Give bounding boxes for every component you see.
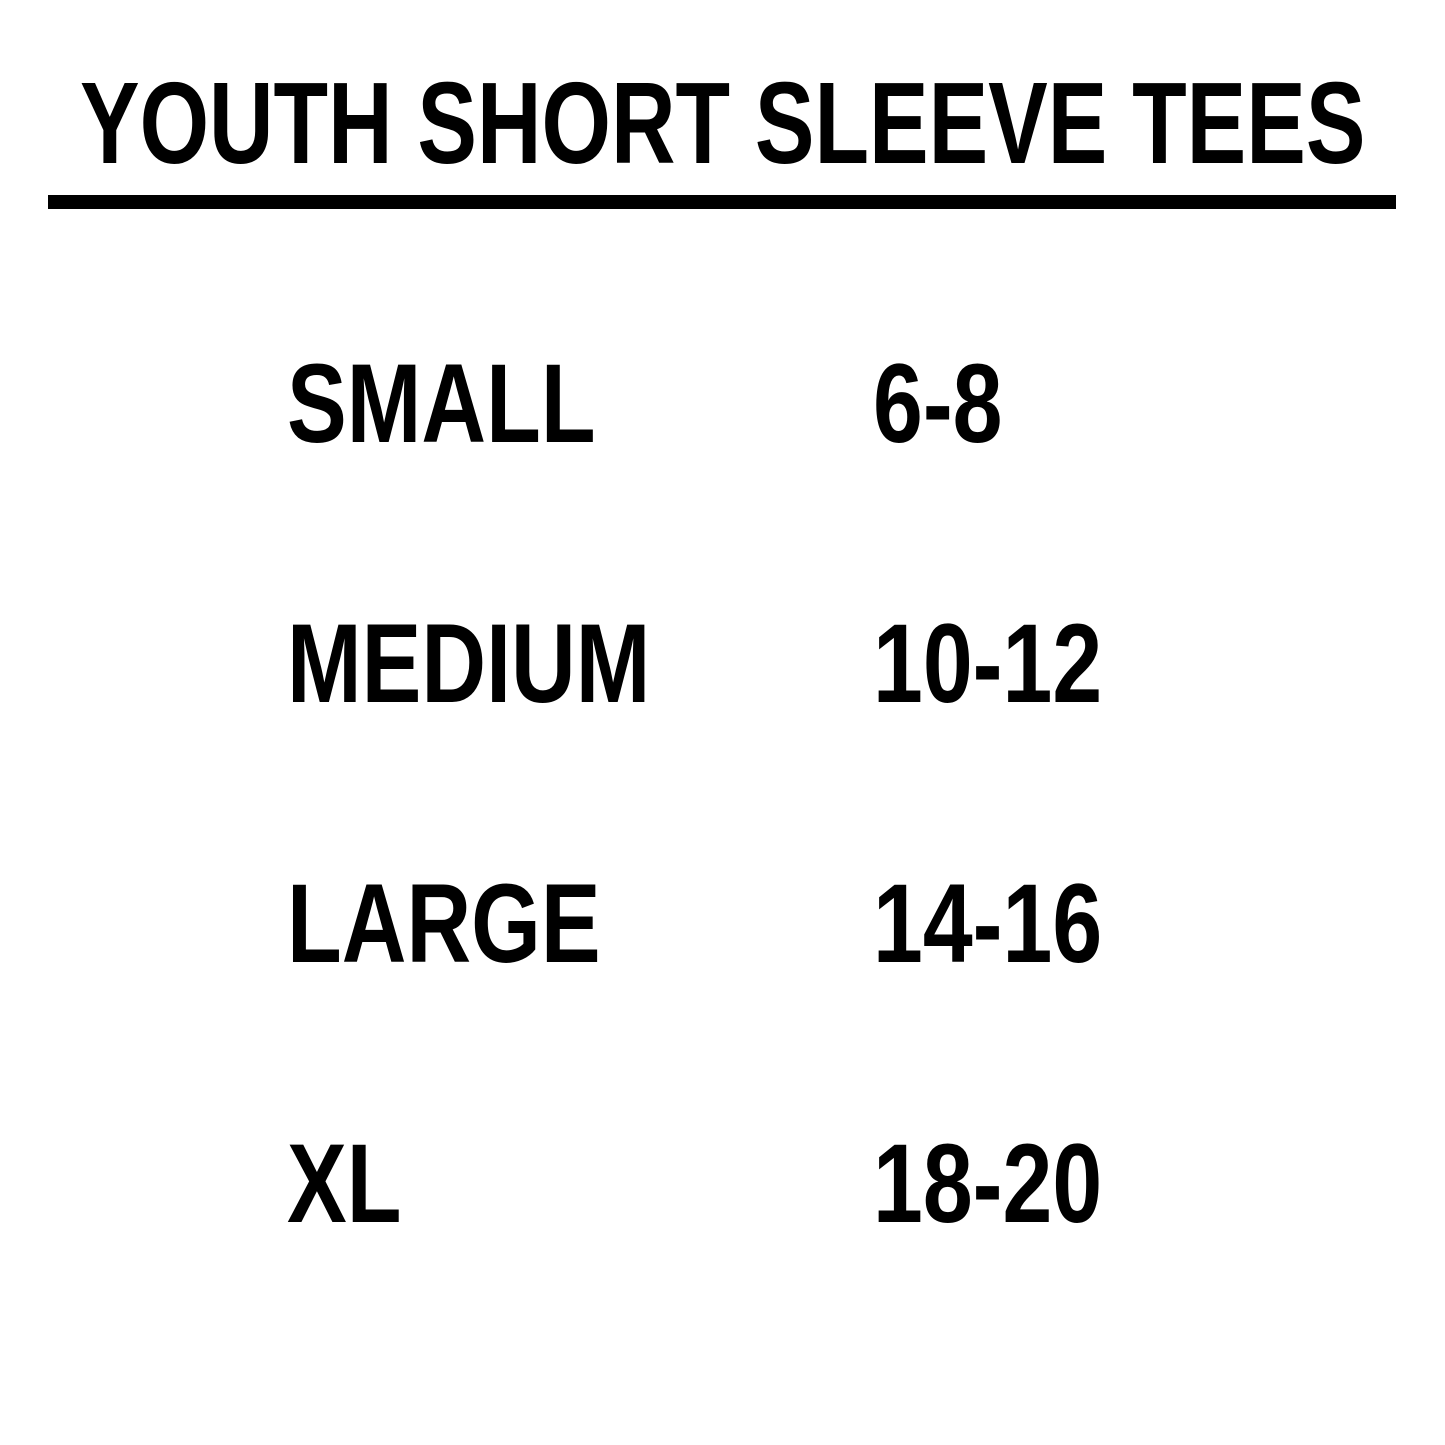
size-range: 6-8 — [873, 341, 1003, 466]
size-label: XL — [287, 1121, 402, 1246]
title-divider — [48, 195, 1396, 209]
size-label: SMALL — [287, 341, 596, 466]
size-label: LARGE — [287, 861, 601, 986]
size-range: 10-12 — [873, 601, 1103, 726]
page-title: YOUTH SHORT SLEEVE TEES — [80, 58, 1366, 188]
size-label: MEDIUM — [287, 601, 651, 726]
size-range: 14-16 — [873, 861, 1103, 986]
size-range: 18-20 — [873, 1121, 1103, 1246]
